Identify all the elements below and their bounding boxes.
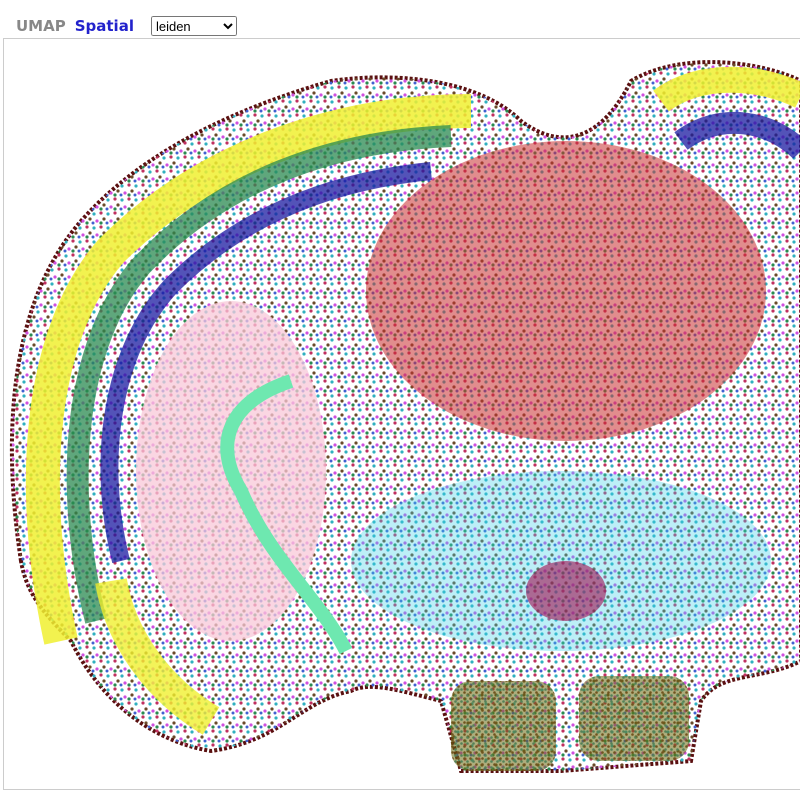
color-select[interactable]: leiden — [150, 16, 237, 36]
toolbar: UMAP Spatial leiden — [16, 14, 237, 38]
umap-tab[interactable]: UMAP — [16, 17, 66, 35]
tissue — [9, 60, 800, 773]
spatial-plot — [9, 60, 800, 773]
plot-panel — [3, 38, 800, 790]
spatial-tab[interactable]: Spatial — [74, 17, 134, 35]
